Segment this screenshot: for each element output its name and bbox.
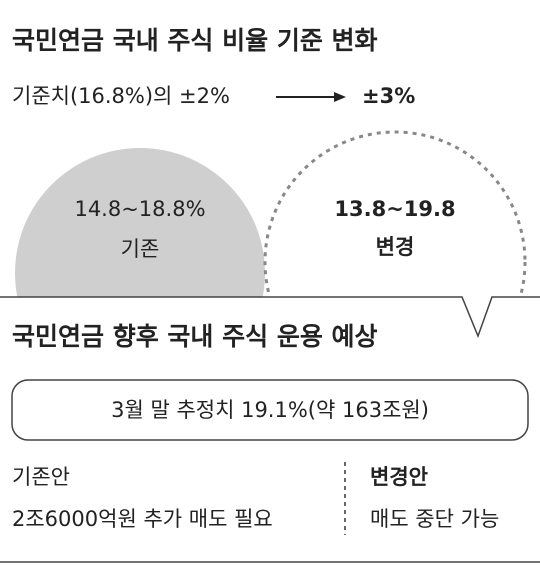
after-text: 매도 중단 가능: [370, 507, 499, 531]
before-circle: [15, 148, 265, 297]
title: 국민연금 국내 주식 비율 기준 변화: [12, 26, 378, 55]
before-range: 14.8~18.8%: [74, 197, 205, 221]
after-label: 변경: [376, 235, 415, 259]
estimate-box: [11, 379, 529, 441]
after-circle: [263, 130, 527, 297]
before-title: 기존안: [12, 465, 70, 489]
before-text: 2조6000억원 추가 매도 필요: [12, 507, 273, 531]
estimate: 3월 말 추정치 19.1%(약 163조원): [111, 398, 429, 422]
change-to: ±3%: [362, 84, 415, 108]
after-range: 13.8~19.8: [334, 197, 455, 221]
after-title: 변경안: [370, 465, 428, 489]
outlook-title: 국민연금 향후 국내 주식 운용 예상: [12, 322, 378, 351]
change-from: 기준치(16.8%)의 ±2%: [12, 84, 230, 108]
before-label: 기존: [121, 237, 160, 261]
divider: [0, 296, 540, 339]
arrow-head: [334, 92, 346, 102]
